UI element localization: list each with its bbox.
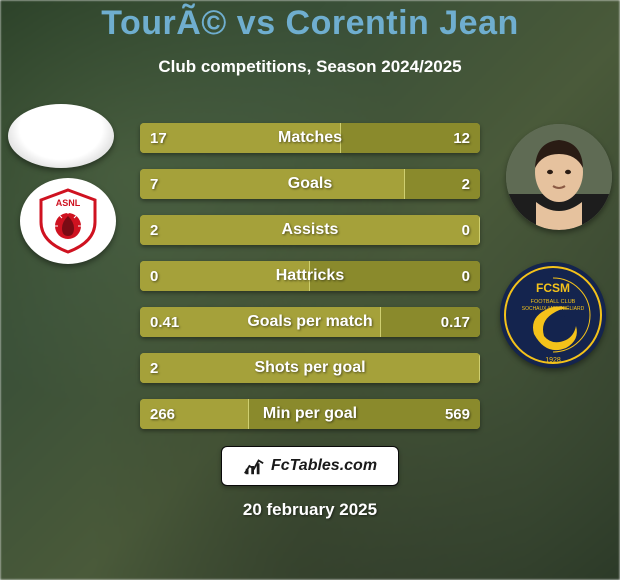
svg-text:FCSM: FCSM <box>536 281 570 295</box>
stat-label: Assists <box>140 215 480 245</box>
footer-date: 20 february 2025 <box>0 500 620 520</box>
stat-row: 72Goals <box>140 169 480 199</box>
comparison-card: TourÃ© vs Corentin Jean Club competition… <box>0 0 620 580</box>
stats-panel: 1712Matches 72Goals 20Assists 00Hattricks 0.… <box>140 123 480 445</box>
stat-label: Matches <box>140 123 480 153</box>
stat-label: Shots per goal <box>140 353 480 383</box>
brand-label: FcTables.com <box>271 457 377 475</box>
stat-row: 0.410.17Goals per match <box>140 307 480 337</box>
stat-row: 266569Min per goal <box>140 399 480 429</box>
stat-row: 00Hattricks <box>140 261 480 291</box>
stat-label: Goals per match <box>140 307 480 337</box>
svg-text:1928: 1928 <box>545 357 561 364</box>
page-subtitle: Club competitions, Season 2024/2025 <box>0 57 620 77</box>
player-avatar-right <box>506 124 612 230</box>
stat-label: Min per goal <box>140 399 480 429</box>
svg-text:FOOTBALL CLUB: FOOTBALL CLUB <box>531 299 576 305</box>
club-badge-right: FCSM FOOTBALL CLUB SOCHAUX·MONTBÉLIARD 1… <box>500 262 606 368</box>
stat-label: Hattricks <box>140 261 480 291</box>
stat-label: Goals <box>140 169 480 199</box>
chart-icon <box>243 455 265 477</box>
stat-row: 20Assists <box>140 215 480 245</box>
svg-text:ASNL: ASNL <box>56 198 81 208</box>
player-avatar-left <box>8 104 114 168</box>
fctables-brand-box[interactable]: FcTables.com <box>221 446 399 486</box>
stat-row: 2Shots per goal <box>140 353 480 383</box>
club-badge-left: ASNL <box>20 178 116 264</box>
stat-row: 1712Matches <box>140 123 480 153</box>
page-title: TourÃ© vs Corentin Jean <box>0 4 620 43</box>
